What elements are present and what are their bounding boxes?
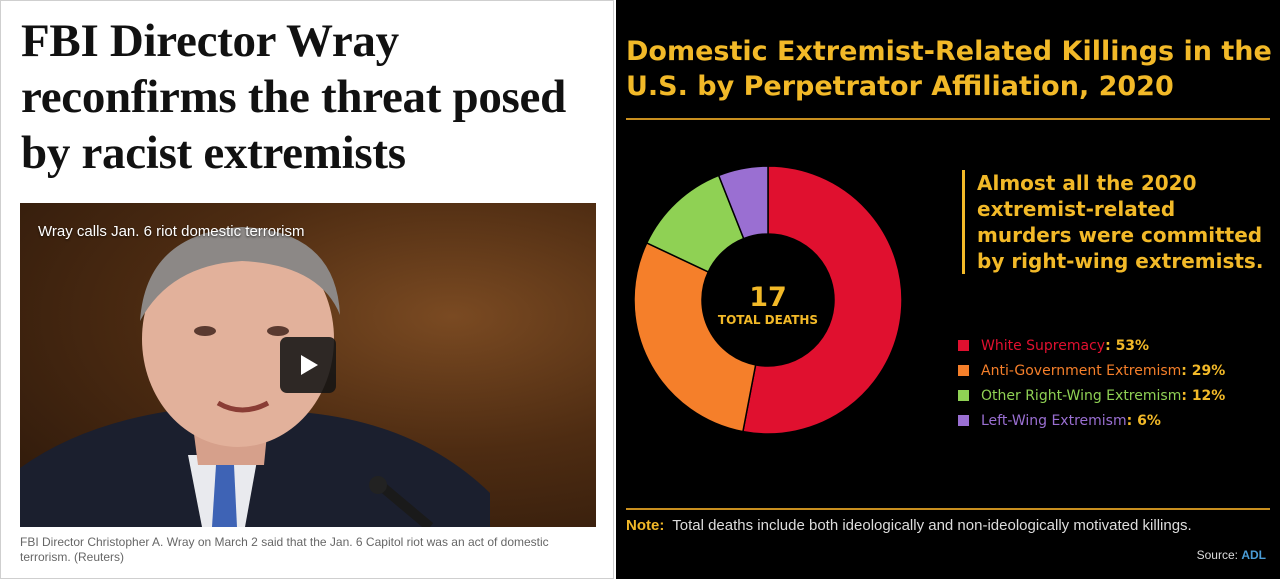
photo-caption: FBI Director Christopher A. Wray on Marc… [20, 535, 549, 564]
legend-item-anti-government: Anti-Government Extremism : 29% [958, 358, 1225, 383]
note-text: Total deaths include both ideologically … [672, 517, 1192, 534]
legend-sep: : [1181, 362, 1192, 379]
legend-swatch [958, 415, 969, 426]
infographic-panel: Domestic Extremist-Related Killings in t… [616, 0, 1280, 579]
donut-slice-white-supremacy [742, 165, 903, 435]
legend-item-left-wing: Left-Wing Extremism : 6% [958, 408, 1225, 433]
note-label: Note: [626, 517, 665, 534]
play-button[interactable] [280, 337, 336, 393]
note-divider [626, 508, 1270, 510]
legend-value: 12% [1191, 387, 1226, 404]
article-panel: FBI Director Wray reconfirms the threat … [0, 0, 614, 579]
chart-legend: White Supremacy : 53% Anti-Government Ex… [958, 333, 1225, 433]
donut-chart: 17 TOTAL DEATHS [633, 165, 903, 435]
center-total-value: 17 [749, 282, 787, 313]
article-headline: FBI Director Wray reconfirms the threat … [21, 15, 566, 179]
legend-swatch [958, 340, 969, 351]
legend-sep: : [1126, 412, 1138, 429]
source-label: Source: [1196, 548, 1238, 562]
chart-note: Note: Total deaths include both ideologi… [626, 517, 1276, 534]
video-thumbnail-image [20, 227, 490, 527]
legend-value: 29% [1191, 362, 1226, 379]
video-player[interactable]: Wray calls Jan. 6 riot domestic terroris… [20, 203, 596, 527]
chart-source: Source: ADL [1197, 548, 1266, 562]
legend-label: Anti-Government Extremism [981, 362, 1182, 379]
legend-value: 53% [1115, 337, 1150, 354]
callout-text: Almost all the 2020 extremist-related mu… [962, 170, 1272, 274]
legend-label: White Supremacy [981, 337, 1106, 354]
legend-item-other-right-wing: Other Right-Wing Extremism : 12% [958, 383, 1225, 408]
legend-sep: : [1105, 337, 1116, 354]
legend-sep: : [1181, 387, 1192, 404]
video-title: Wray calls Jan. 6 riot domestic terroris… [38, 223, 305, 240]
legend-swatch [958, 390, 969, 401]
donut-slice-left-wing-extremism [717, 165, 769, 240]
play-icon [301, 355, 318, 375]
legend-item-white-supremacy: White Supremacy : 53% [958, 333, 1225, 358]
legend-label: Left-Wing Extremism [981, 412, 1127, 429]
legend-swatch [958, 365, 969, 376]
chart-title: Domestic Extremist-Related Killings in t… [626, 36, 1272, 102]
donut-slice-anti-government-extremism [633, 241, 757, 433]
legend-value: 6% [1137, 412, 1161, 429]
center-total-label: TOTAL DEATHS [718, 313, 818, 327]
title-divider [626, 118, 1270, 120]
legend-label: Other Right-Wing Extremism [981, 387, 1182, 404]
source-name: ADL [1241, 548, 1266, 562]
